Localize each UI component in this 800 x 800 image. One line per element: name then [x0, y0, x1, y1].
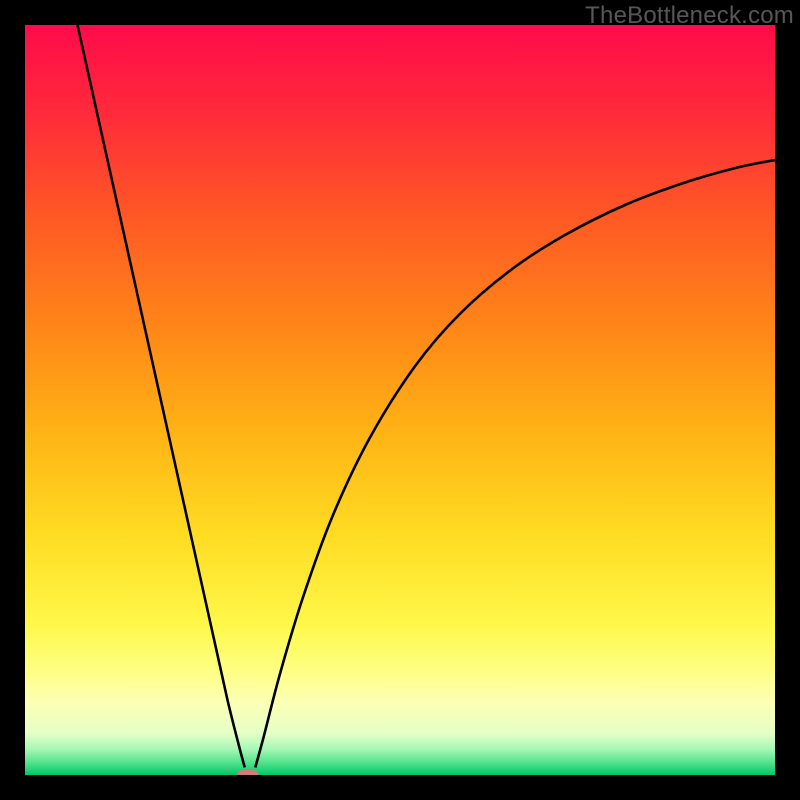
source-watermark: TheBottleneck.com [585, 2, 794, 30]
gradient-background [25, 25, 775, 775]
bottleneck-chart [0, 0, 800, 800]
chart-container: TheBottleneck.com [0, 0, 800, 800]
